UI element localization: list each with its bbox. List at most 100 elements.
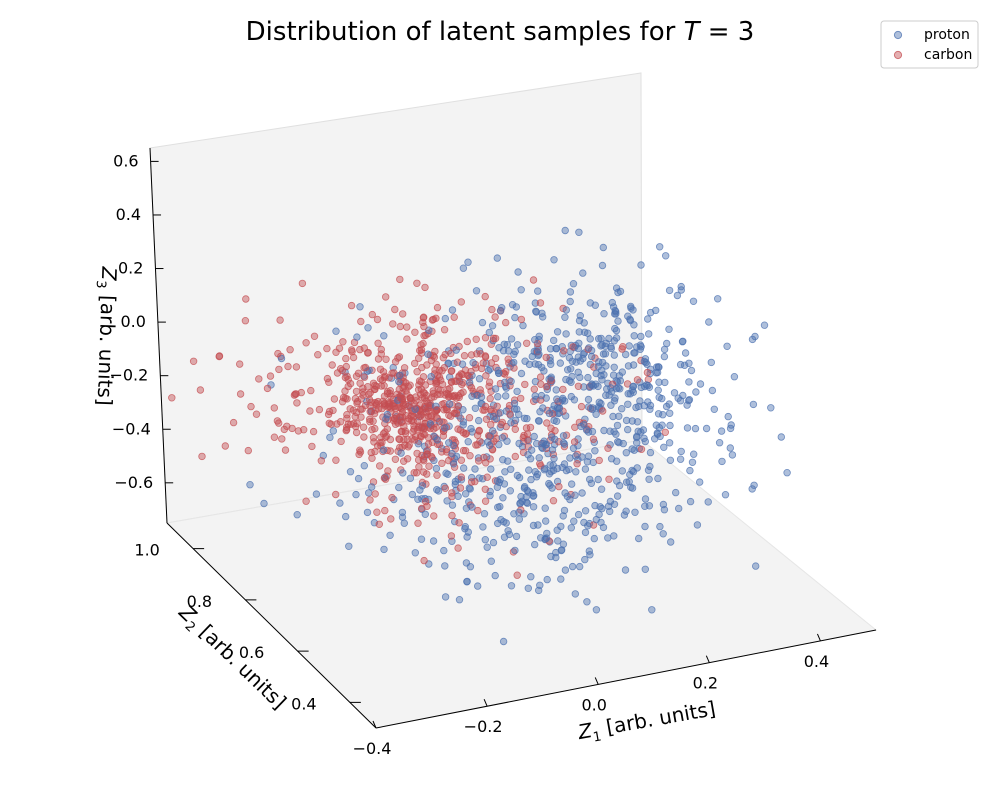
point-proton: [515, 410, 523, 419]
point-proton: [584, 373, 592, 382]
point-carbon: [198, 452, 206, 461]
point-proton: [637, 261, 645, 269]
point-proton: [645, 475, 653, 483]
point-proton: [693, 521, 702, 529]
point-carbon: [360, 373, 369, 381]
point-proton: [568, 357, 576, 365]
point-proton: [621, 566, 630, 574]
point-proton: [354, 474, 363, 483]
point-proton: [464, 258, 472, 266]
point-carbon: [402, 387, 410, 395]
point-proton: [613, 477, 621, 485]
point-proton: [511, 546, 519, 555]
point-carbon: [559, 407, 567, 415]
point-proton: [610, 532, 618, 540]
point-carbon: [236, 390, 245, 398]
point-proton: [491, 571, 499, 580]
point-proton: [524, 451, 532, 459]
point-proton: [462, 490, 470, 498]
point-proton: [584, 395, 593, 404]
point-carbon: [458, 380, 466, 389]
point-carbon: [438, 459, 446, 467]
point-proton: [672, 488, 680, 497]
point-carbon: [551, 427, 559, 435]
point-proton: [467, 424, 475, 433]
point-proton: [418, 482, 427, 490]
point-proton: [630, 332, 638, 340]
point-proton: [451, 477, 460, 486]
point-proton: [630, 321, 638, 329]
point-proton: [346, 468, 355, 476]
y-axis-line: [166, 522, 377, 729]
point-proton: [559, 512, 567, 520]
point-proton: [561, 566, 570, 574]
point-proton: [508, 301, 517, 309]
point-proton: [783, 469, 791, 477]
point-carbon: [361, 363, 370, 372]
point-proton: [659, 500, 668, 509]
point-carbon: [339, 338, 347, 346]
point-carbon: [378, 376, 387, 384]
point-proton: [493, 483, 502, 491]
point-proton: [571, 590, 579, 598]
point-proton: [489, 412, 498, 421]
point-proton: [574, 368, 582, 376]
point-proton: [614, 438, 622, 446]
point-carbon: [424, 446, 432, 455]
point-proton: [529, 492, 537, 500]
point-proton: [607, 401, 615, 409]
point-carbon: [336, 418, 345, 426]
point-carbon: [384, 403, 392, 411]
z-tick-1-label: −0.4: [112, 419, 151, 438]
point-proton: [504, 457, 512, 465]
point-carbon: [370, 385, 378, 394]
point-carbon: [403, 455, 412, 463]
point-proton: [563, 492, 572, 501]
point-proton: [558, 546, 566, 554]
point-proton: [478, 318, 487, 327]
point-carbon: [406, 381, 414, 389]
point-proton: [633, 418, 642, 426]
point-proton: [543, 575, 551, 584]
point-carbon: [542, 383, 551, 391]
point-carbon: [349, 420, 358, 428]
point-proton: [686, 466, 694, 475]
point-proton: [583, 458, 592, 466]
point-carbon: [374, 355, 383, 363]
point-proton: [448, 306, 457, 314]
point-carbon: [348, 346, 356, 354]
point-proton: [536, 408, 544, 416]
point-proton: [500, 480, 509, 488]
point-carbon: [280, 425, 288, 434]
point-proton: [704, 498, 712, 506]
point-carbon: [574, 382, 583, 390]
point-proton: [610, 363, 618, 371]
point-proton: [547, 468, 555, 476]
point-proton: [417, 535, 426, 543]
point-proton: [491, 385, 500, 393]
x-tick-2-label: 0.0: [581, 695, 606, 714]
point-proton: [612, 334, 621, 342]
point-proton: [582, 426, 591, 434]
point-proton: [561, 313, 569, 321]
point-carbon: [278, 435, 286, 443]
point-carbon: [373, 508, 381, 516]
point-proton: [511, 416, 520, 425]
point-carbon: [324, 410, 333, 419]
point-carbon: [433, 390, 442, 399]
point-proton: [640, 402, 648, 410]
point-carbon: [422, 497, 430, 506]
point-proton: [653, 430, 662, 438]
point-carbon: [426, 399, 434, 407]
point-proton: [646, 405, 654, 413]
point-proton: [708, 386, 717, 395]
point-proton: [360, 462, 368, 470]
point-proton: [487, 557, 495, 565]
point-proton: [575, 316, 584, 325]
point-proton: [626, 470, 634, 479]
chart-title: Distribution of latent samples for T = 3: [246, 17, 755, 47]
point-carbon: [523, 436, 532, 444]
point-carbon: [424, 434, 433, 442]
point-carbon: [309, 427, 318, 436]
